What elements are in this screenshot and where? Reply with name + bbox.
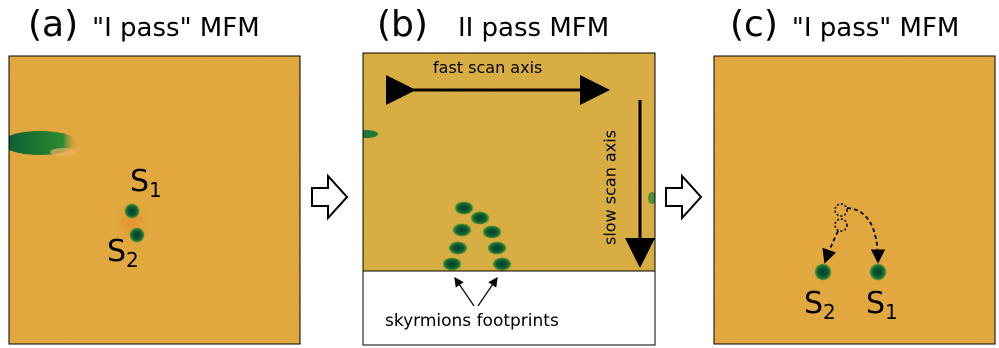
panel-c-path-s1 (846, 207, 886, 264)
panel-c-skyrmion-s1 (869, 263, 887, 281)
panel-c-s2-subscript: 2 (823, 300, 836, 324)
panel-a-s1-subscript: 1 (149, 178, 162, 202)
panel-c-path-s2 (822, 230, 839, 264)
panel-c-label-s2: S2 (804, 286, 836, 324)
right-outline-arrow-icon (311, 173, 349, 221)
panel-c-mode: "I pass" MFM (791, 13, 960, 43)
panel-b-mode: II pass MFM (457, 13, 610, 43)
panel-b-skyrmion-footprints (442, 201, 512, 271)
fast-scan-label: fast scan axis (433, 58, 543, 77)
panel-c-s2-letter: S (804, 286, 824, 321)
panel-a-label-s1: S1 (130, 164, 162, 202)
panel-c-image (714, 56, 995, 344)
panel-c-title: (c) "I pass" MFM (730, 4, 959, 45)
panel-a-title: (a) "I pass" MFM (28, 4, 260, 45)
panel-a-label-s2: S2 (107, 234, 139, 272)
panel-a-letter: (a) (28, 4, 79, 45)
panel-a-image (9, 56, 300, 344)
panel-a-skyrmion-s1 (124, 203, 140, 219)
footprints-label: skyrmions footprints (385, 311, 559, 331)
panel-c-label-s1: S1 (866, 286, 898, 324)
panel-b-letter: (b) (377, 4, 428, 45)
footprints-pointer-right (477, 277, 498, 307)
panel-b-title: (b) II pass MFM (377, 4, 609, 45)
panel-c-s1-subscript: 1 (885, 300, 898, 324)
panel-c-letter: (c) (730, 4, 778, 45)
panel-c-origin-s1 (834, 203, 848, 217)
panel-a-skyrmion-s2 (129, 227, 145, 243)
slow-scan-label: slow scan axis (600, 130, 620, 245)
right-outline-arrow-icon (665, 173, 703, 221)
panel-c-skyrmion-s2 (814, 263, 832, 281)
panel-a-s2-letter: S (107, 234, 127, 269)
panel-c-origin-s2 (834, 218, 848, 232)
panel-a-s2-subscript: 2 (126, 248, 139, 272)
footprints-pointer-left (454, 277, 475, 307)
panel-a-s1-letter: S (130, 164, 150, 199)
panel-a-mode: "I pass" MFM (92, 13, 260, 43)
panel-c-s1-letter: S (866, 286, 886, 321)
